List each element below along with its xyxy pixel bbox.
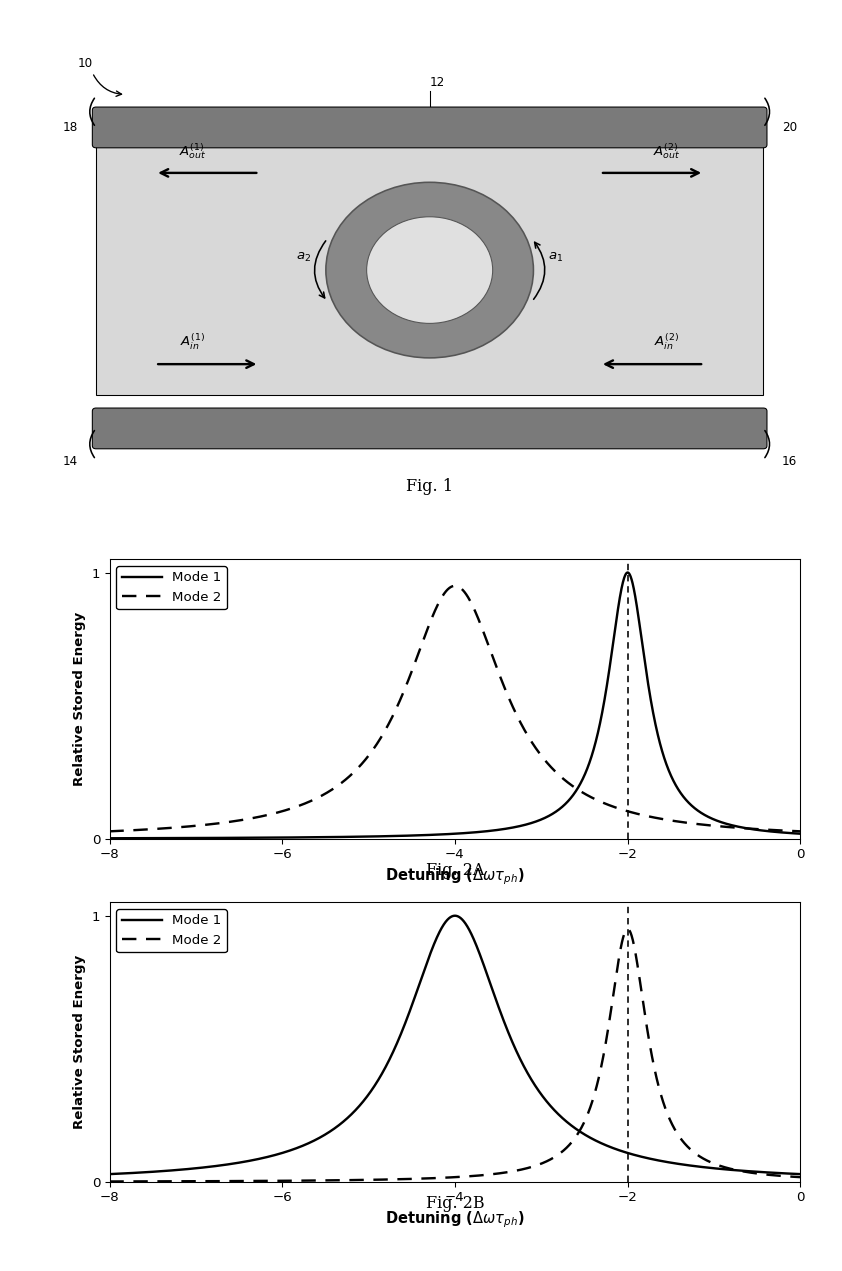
Y-axis label: Relative Stored Energy: Relative Stored Energy (73, 611, 87, 787)
Mode 1 (218, 1158, 228, 1173)
Text: $A_{in}^{(1)}$: $A_{in}^{(1)}$ (179, 332, 205, 352)
Mode 1 (367, 1082, 377, 1097)
Text: Fig. 2A: Fig. 2A (425, 862, 484, 880)
Y-axis label: Relative Stored Energy: Relative Stored Energy (73, 955, 87, 1130)
X-axis label: Detuning ($\Delta\omega\tau_{ph}$): Detuning ($\Delta\omega\tau_{ph}$) (385, 1210, 525, 1230)
Mode 1 (713, 813, 723, 829)
Text: $A_{in}^{(2)}$: $A_{in}^{(2)}$ (654, 332, 679, 352)
Mode 2 (218, 815, 228, 830)
Text: Fig. 1: Fig. 1 (406, 478, 453, 494)
Line: Mode 2: Mode 2 (101, 929, 808, 1182)
Mode 2 (790, 1169, 800, 1185)
Mode 2 (622, 921, 632, 937)
Mode 1 (790, 826, 800, 841)
Circle shape (366, 217, 493, 323)
Mode 2 (397, 685, 408, 700)
Mode 1 (397, 829, 408, 844)
Mode 1 (177, 1162, 187, 1177)
Mode 1 (96, 1167, 106, 1182)
Text: $a_2$: $a_2$ (296, 252, 311, 264)
Mode 1 (218, 830, 228, 845)
Mode 1 (713, 1162, 723, 1177)
Mode 1 (622, 564, 632, 580)
FancyBboxPatch shape (93, 107, 766, 147)
Legend: Mode 1, Mode 2: Mode 1, Mode 2 (116, 566, 226, 609)
Text: $A_{out}^{(1)}$: $A_{out}^{(1)}$ (179, 141, 206, 161)
Mode 2 (803, 824, 813, 839)
Mode 2 (177, 1173, 187, 1188)
Mode 2 (803, 1171, 813, 1186)
Mode 2 (96, 824, 106, 839)
Mode 2 (713, 819, 723, 834)
Text: 14: 14 (62, 455, 77, 468)
Mode 2 (713, 1158, 723, 1173)
Mode 2 (218, 1173, 228, 1188)
Text: 10: 10 (77, 57, 93, 70)
Mode 2 (397, 1172, 408, 1187)
Line: Mode 1: Mode 1 (101, 572, 808, 839)
X-axis label: Detuning ($\Delta\omega\tau_{ph}$): Detuning ($\Delta\omega\tau_{ph}$) (385, 867, 525, 887)
Mode 2 (367, 1172, 377, 1187)
Mode 2 (96, 1174, 106, 1190)
Mode 1 (803, 1167, 813, 1182)
Circle shape (326, 182, 533, 358)
Mode 1 (177, 830, 187, 845)
Mode 1 (397, 1021, 408, 1036)
Text: 16: 16 (781, 455, 797, 468)
Mode 2 (790, 824, 800, 839)
Mode 1 (367, 829, 377, 844)
Mode 1 (96, 831, 106, 846)
Mode 2 (177, 820, 187, 835)
FancyBboxPatch shape (93, 408, 766, 449)
Text: 18: 18 (62, 121, 77, 133)
Text: 12: 12 (429, 75, 445, 89)
Text: $a_1$: $a_1$ (548, 252, 563, 264)
Mode 2 (367, 742, 377, 758)
Text: 20: 20 (781, 121, 797, 133)
Mode 1 (790, 1167, 800, 1182)
Line: Mode 1: Mode 1 (101, 915, 808, 1174)
FancyBboxPatch shape (96, 145, 763, 395)
Mode 1 (450, 907, 460, 923)
Text: $A_{out}^{(2)}$: $A_{out}^{(2)}$ (653, 141, 680, 161)
Line: Mode 2: Mode 2 (101, 586, 808, 831)
Mode 2 (450, 578, 460, 594)
Text: Fig. 2B: Fig. 2B (425, 1195, 484, 1213)
Legend: Mode 1, Mode 2: Mode 1, Mode 2 (116, 909, 226, 952)
Mode 1 (803, 826, 813, 841)
